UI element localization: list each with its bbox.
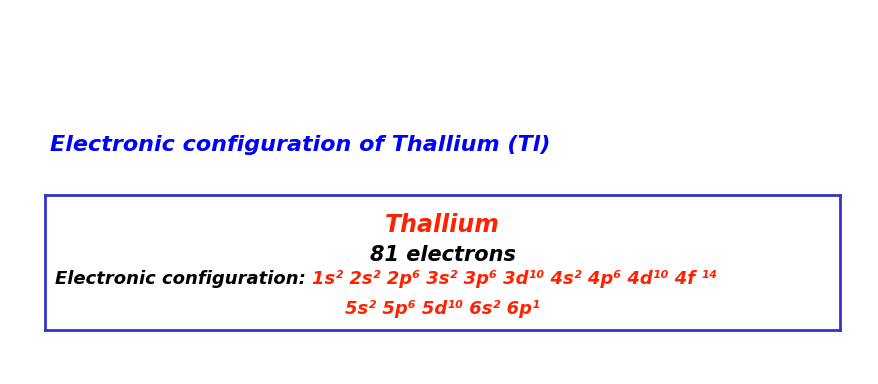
Text: 1s² 2s² 2p⁶ 3s² 3p⁶ 3d¹⁰ 4s² 4p⁶ 4d¹⁰ 4f ¹⁴: 1s² 2s² 2p⁶ 3s² 3p⁶ 3d¹⁰ 4s² 4p⁶ 4d¹⁰ 4f… xyxy=(312,270,716,288)
Text: 5s² 5p⁶ 5d¹⁰ 6s² 6p¹: 5s² 5p⁶ 5d¹⁰ 6s² 6p¹ xyxy=(345,300,539,318)
Text: Thallium: Thallium xyxy=(385,213,500,237)
Text: 81 electrons: 81 electrons xyxy=(369,245,515,265)
Text: Electronic configuration:: Electronic configuration: xyxy=(55,270,312,288)
Text: Electronic configuration of Thallium (Tl): Electronic configuration of Thallium (Tl… xyxy=(50,135,550,155)
